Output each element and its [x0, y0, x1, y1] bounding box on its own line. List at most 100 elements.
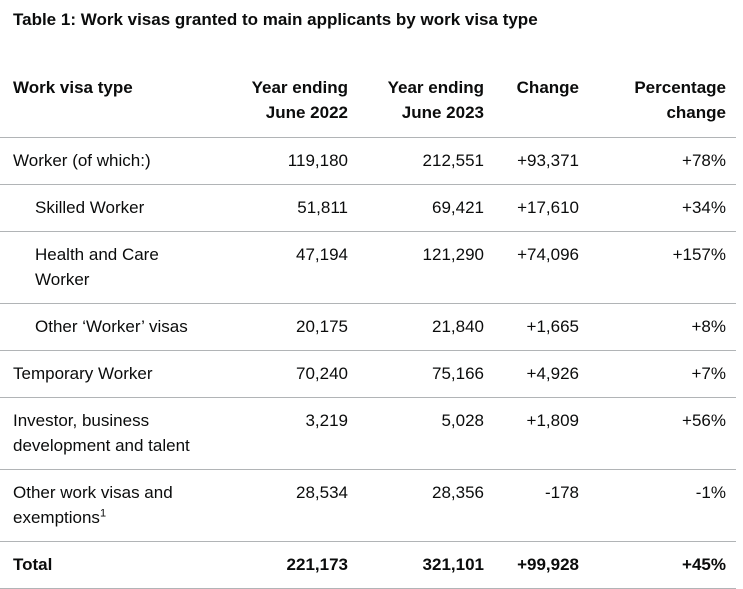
value-cell: 20,175: [230, 303, 358, 351]
cell-text: 121,290: [422, 245, 484, 264]
row-label: Other ‘Worker’ visas: [0, 303, 230, 351]
cell-text: -1%: [695, 483, 726, 502]
header-cell: Year ending June 2022: [230, 70, 358, 138]
value-cell: +8%: [589, 303, 736, 351]
table-row: Skilled Worker 51,811 69,421 +17,610 +34%: [0, 184, 736, 232]
table-head: Work visa type Year ending June 2022 Yea…: [0, 70, 736, 138]
cell-text: +1,665: [526, 317, 579, 336]
cell-text: 3,219: [305, 411, 348, 430]
table-row: Temporary Worker 70,240 75,166 +4,926 +7%: [0, 350, 736, 398]
value-cell: 121,290: [358, 231, 494, 304]
header-cell: Work visa type: [0, 70, 230, 138]
table-row: Other ‘Worker’ visas 20,175 21,840 +1,665 +8…: [0, 303, 736, 351]
value-cell: +1,665: [494, 303, 589, 351]
cell-text: 212,551: [422, 151, 484, 170]
value-cell: -178: [494, 469, 589, 542]
row-label: Skilled Worker: [0, 184, 230, 232]
visa-table: Work visa type Year ending June 2022 Yea…: [0, 70, 736, 589]
label-text: Investor, business development and talen…: [13, 411, 190, 455]
value-cell: +93,371: [494, 137, 589, 185]
table-title: Table 1: Work visas granted to main appl…: [13, 10, 538, 29]
row-label: Investor, business development and talen…: [0, 397, 230, 470]
cell-text: +34%: [682, 198, 726, 217]
value-cell: 212,551: [358, 137, 494, 185]
cell-text: 321,101: [422, 555, 484, 574]
value-cell: 75,166: [358, 350, 494, 398]
cell-text: 5,028: [441, 411, 484, 430]
cell-text: +74,096: [517, 245, 579, 264]
row-label: Other work visas and exemptions1: [0, 469, 230, 542]
value-cell: +17,610: [494, 184, 589, 232]
value-cell: +45%: [589, 541, 736, 589]
label-text: Other work visas and exemptions: [13, 483, 173, 527]
value-cell: 21,840: [358, 303, 494, 351]
value-cell: 28,534: [230, 469, 358, 542]
cell-text: 28,356: [432, 483, 484, 502]
value-cell: +74,096: [494, 231, 589, 304]
cell-text: 75,166: [432, 364, 484, 383]
value-cell: +34%: [589, 184, 736, 232]
cell-text: +56%: [682, 411, 726, 430]
cell-text: +45%: [682, 555, 726, 574]
value-cell: +7%: [589, 350, 736, 398]
value-cell: 28,356: [358, 469, 494, 542]
header-cell: Change: [494, 70, 589, 138]
value-cell: +1,809: [494, 397, 589, 470]
value-cell: 119,180: [230, 137, 358, 185]
label-text: Total: [13, 555, 53, 574]
value-cell: 321,101: [358, 541, 494, 589]
table-body: Worker (of which:) 119,180 212,551 +93,371 +…: [0, 137, 736, 589]
cell-text: +93,371: [517, 151, 579, 170]
table-row: Other work visas and exemptions1 28,534 28…: [0, 469, 736, 542]
header-cell: Percentage change: [589, 70, 736, 138]
value-cell: 221,173: [230, 541, 358, 589]
value-cell: 3,219: [230, 397, 358, 470]
cell-text: +8%: [691, 317, 727, 336]
row-label: Worker (of which:): [0, 137, 230, 185]
cell-text: 119,180: [287, 151, 348, 170]
value-cell: +157%: [589, 231, 736, 304]
cell-text: +1,809: [526, 411, 579, 430]
cell-text: +78%: [682, 151, 726, 170]
label-text: Temporary Worker: [13, 364, 153, 383]
value-cell: 47,194: [230, 231, 358, 304]
value-cell: 70,240: [230, 350, 358, 398]
cell-text: 51,811: [297, 198, 348, 217]
cell-text: 28,534: [296, 483, 348, 502]
cell-text: -178: [544, 483, 579, 502]
cell-text: 221,173: [286, 555, 348, 574]
value-cell: 51,811: [230, 184, 358, 232]
label-text: Skilled Worker: [35, 198, 145, 217]
value-cell: +56%: [589, 397, 736, 470]
cell-text: +4,926: [526, 364, 579, 383]
row-label: Temporary Worker: [0, 350, 230, 398]
value-cell: 69,421: [358, 184, 494, 232]
cell-text: 20,175: [296, 317, 348, 336]
label-text: Health and Care Worker: [35, 245, 159, 289]
label-text: Other ‘Worker’ visas: [35, 317, 188, 336]
table-row: Total 221,173 321,101 +99,928 +45%: [0, 541, 736, 589]
footnote-marker: 1: [99, 507, 107, 520]
value-cell: +78%: [589, 137, 736, 185]
cell-text: 70,240: [296, 364, 348, 383]
value-cell: 5,028: [358, 397, 494, 470]
page: Table 1: Work visas granted to main appl…: [0, 10, 736, 589]
table-row: Health and Care Worker 47,194 121,290 +74,0…: [0, 231, 736, 304]
cell-text: +17,610: [517, 198, 579, 217]
cell-text: 69,421: [432, 198, 484, 217]
cell-text: +7%: [691, 364, 727, 383]
cell-text: 21,840: [432, 317, 484, 336]
cell-text: +157%: [672, 245, 726, 264]
value-cell: +4,926: [494, 350, 589, 398]
header-cell: Year ending June 2023: [358, 70, 494, 138]
row-label: Total: [0, 541, 230, 589]
table-row: Investor, business development and talen…: [0, 397, 736, 470]
header-row: Work visa type Year ending June 2022 Yea…: [0, 70, 736, 138]
cell-text: +99,928: [517, 555, 579, 574]
value-cell: +99,928: [494, 541, 589, 589]
label-text: Worker (of which:): [13, 151, 151, 170]
row-label: Health and Care Worker: [0, 231, 230, 304]
cell-text: 47,194: [296, 245, 348, 264]
table-row: Worker (of which:) 119,180 212,551 +93,371 +…: [0, 137, 736, 185]
value-cell: -1%: [589, 469, 736, 542]
